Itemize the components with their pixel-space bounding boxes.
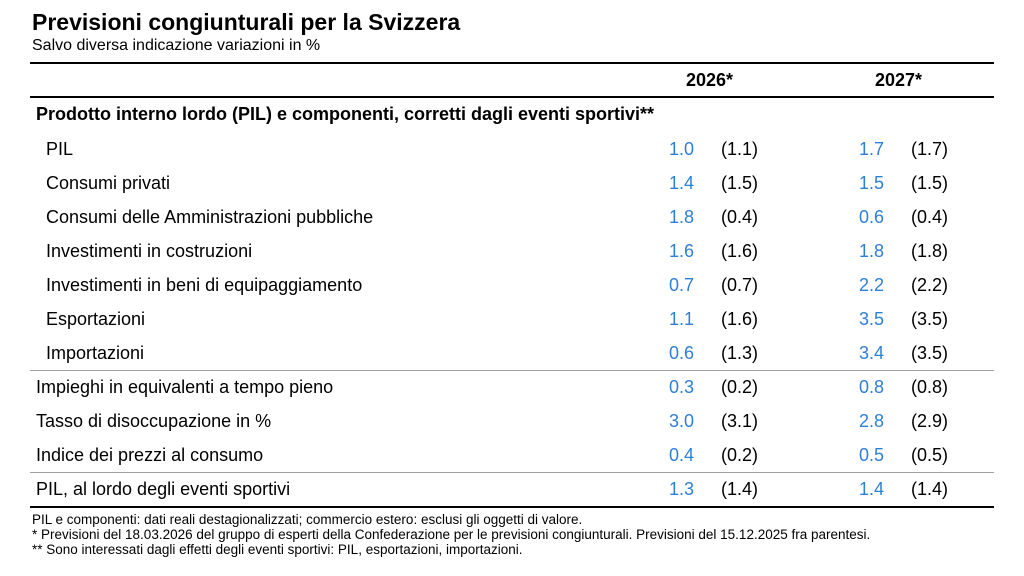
value-2026: 0.7 bbox=[668, 275, 694, 295]
table-row: Impieghi in equivalenti a tempo pieno 0.3… bbox=[0, 370, 1024, 404]
value-2026: 1.6 bbox=[668, 241, 694, 261]
previous-2026: (3.1) bbox=[721, 411, 759, 431]
previous-2027: (2.9) bbox=[911, 411, 949, 431]
row-label: Investimenti in beni di equipaggiamento bbox=[46, 275, 363, 295]
previous-2026: (1.5) bbox=[721, 173, 759, 193]
separator-rule-1 bbox=[30, 370, 994, 371]
row-label: Indice dei prezzi al consumo bbox=[36, 445, 264, 465]
table-row: PIL, al lordo degli eventi sportivi 1.3 (1… bbox=[0, 472, 1024, 506]
footnote-general: PIL e componenti: dati reali destagional… bbox=[32, 512, 583, 527]
footnote-double-asterisk: ** Sono interessati dagli effetti degli … bbox=[32, 542, 523, 557]
value-2027: 0.6 bbox=[858, 207, 884, 227]
previous-2026: (0.2) bbox=[721, 445, 759, 465]
header-rule bbox=[30, 96, 994, 98]
row-label: Tasso di disoccupazione in % bbox=[36, 411, 272, 431]
table-row: Indice dei prezzi al consumo 0.4 (0.2) 0.5 (… bbox=[0, 438, 1024, 472]
footnotes: PIL e componenti: dati reali destagional… bbox=[32, 512, 870, 557]
row-label: PIL bbox=[46, 139, 74, 159]
row-label: Investimenti in costruzioni bbox=[46, 241, 253, 261]
table-row: Importazioni 0.6 (1.3) 3.4 (3.5) bbox=[0, 336, 1024, 370]
previous-2026: (0.2) bbox=[721, 377, 759, 397]
row-label: PIL, al lordo degli eventi sportivi bbox=[36, 479, 291, 499]
value-2026: 1.0 bbox=[668, 139, 694, 159]
value-2026: 0.6 bbox=[668, 343, 694, 363]
value-2026: 0.4 bbox=[668, 445, 694, 465]
previous-2027: (0.4) bbox=[911, 207, 949, 227]
value-2027: 1.7 bbox=[858, 139, 884, 159]
value-2026: 1.4 bbox=[668, 173, 694, 193]
previous-2026: (1.6) bbox=[721, 241, 759, 261]
value-2026: 3.0 bbox=[668, 411, 694, 431]
value-2027: 2.8 bbox=[858, 411, 884, 431]
value-2027: 1.5 bbox=[858, 173, 884, 193]
separator-rule-2 bbox=[30, 472, 994, 473]
previous-2026: (1.6) bbox=[721, 309, 759, 329]
row-label: Consumi privati bbox=[46, 173, 171, 193]
value-2027: 1.8 bbox=[858, 241, 884, 261]
table-row: Consumi delle Amministrazioni pubbliche 1… bbox=[0, 200, 1024, 234]
value-2027: 0.8 bbox=[858, 377, 884, 397]
top-rule bbox=[30, 62, 994, 64]
table-row: Consumi privati 1.4 (1.5) 1.5 (1.5) bbox=[0, 166, 1024, 200]
page-title: Previsioni congiunturali per la Svizzera bbox=[32, 9, 461, 35]
column-header-2026: 2026* bbox=[686, 70, 734, 90]
row-label: Esportazioni bbox=[46, 309, 146, 329]
row-label: Consumi delle Amministrazioni pubbliche bbox=[46, 207, 374, 227]
previous-2026: (1.1) bbox=[721, 139, 759, 159]
page-subtitle: Salvo diversa indicazione variazioni in … bbox=[32, 37, 321, 54]
table-row: Investimenti in beni di equipaggiamento 0… bbox=[0, 268, 1024, 302]
table-row: Esportazioni 1.1 (1.6) 3.5 (3.5) bbox=[0, 302, 1024, 336]
footnote-asterisk: * Previsioni del 18.03.2026 del gruppo d… bbox=[32, 527, 871, 542]
value-2027: 2.2 bbox=[858, 275, 884, 295]
section-header: Prodotto interno lordo (PIL) e component… bbox=[36, 104, 655, 124]
bottom-rule bbox=[30, 506, 994, 508]
previous-2027: (3.5) bbox=[911, 309, 949, 329]
value-2026: 1.1 bbox=[668, 309, 694, 329]
value-2027: 1.4 bbox=[858, 479, 884, 499]
table-row: Tasso di disoccupazione in % 3.0 (3.1) 2.8 (… bbox=[0, 404, 1024, 438]
previous-2027: (0.5) bbox=[911, 445, 949, 465]
previous-2027: (0.8) bbox=[911, 377, 949, 397]
row-label: Importazioni bbox=[46, 343, 145, 363]
value-2026: 1.8 bbox=[668, 207, 694, 227]
table-row: Investimenti in costruzioni 1.6 (1.6) 1.8 (1… bbox=[0, 234, 1024, 268]
previous-2026: (1.4) bbox=[721, 479, 759, 499]
previous-2027: (1.4) bbox=[911, 479, 949, 499]
previous-2026: (0.7) bbox=[721, 275, 759, 295]
previous-2026: (0.4) bbox=[721, 207, 759, 227]
row-label: Impieghi in equivalenti a tempo pieno bbox=[36, 377, 334, 397]
table-row: PIL 1.0 (1.1) 1.7 (1.7) bbox=[0, 132, 1024, 166]
value-2026: 0.3 bbox=[668, 377, 694, 397]
previous-2027: (2.2) bbox=[911, 275, 949, 295]
previous-2027: (1.5) bbox=[911, 173, 949, 193]
previous-2027: (3.5) bbox=[911, 343, 949, 363]
previous-2026: (1.3) bbox=[721, 343, 759, 363]
value-2027: 3.4 bbox=[858, 343, 884, 363]
value-2026: 1.3 bbox=[668, 479, 694, 499]
column-header-2027: 2027* bbox=[875, 70, 923, 90]
previous-2027: (1.8) bbox=[911, 241, 949, 261]
value-2027: 0.5 bbox=[858, 445, 884, 465]
value-2027: 3.5 bbox=[858, 309, 884, 329]
previous-2027: (1.7) bbox=[911, 139, 949, 159]
